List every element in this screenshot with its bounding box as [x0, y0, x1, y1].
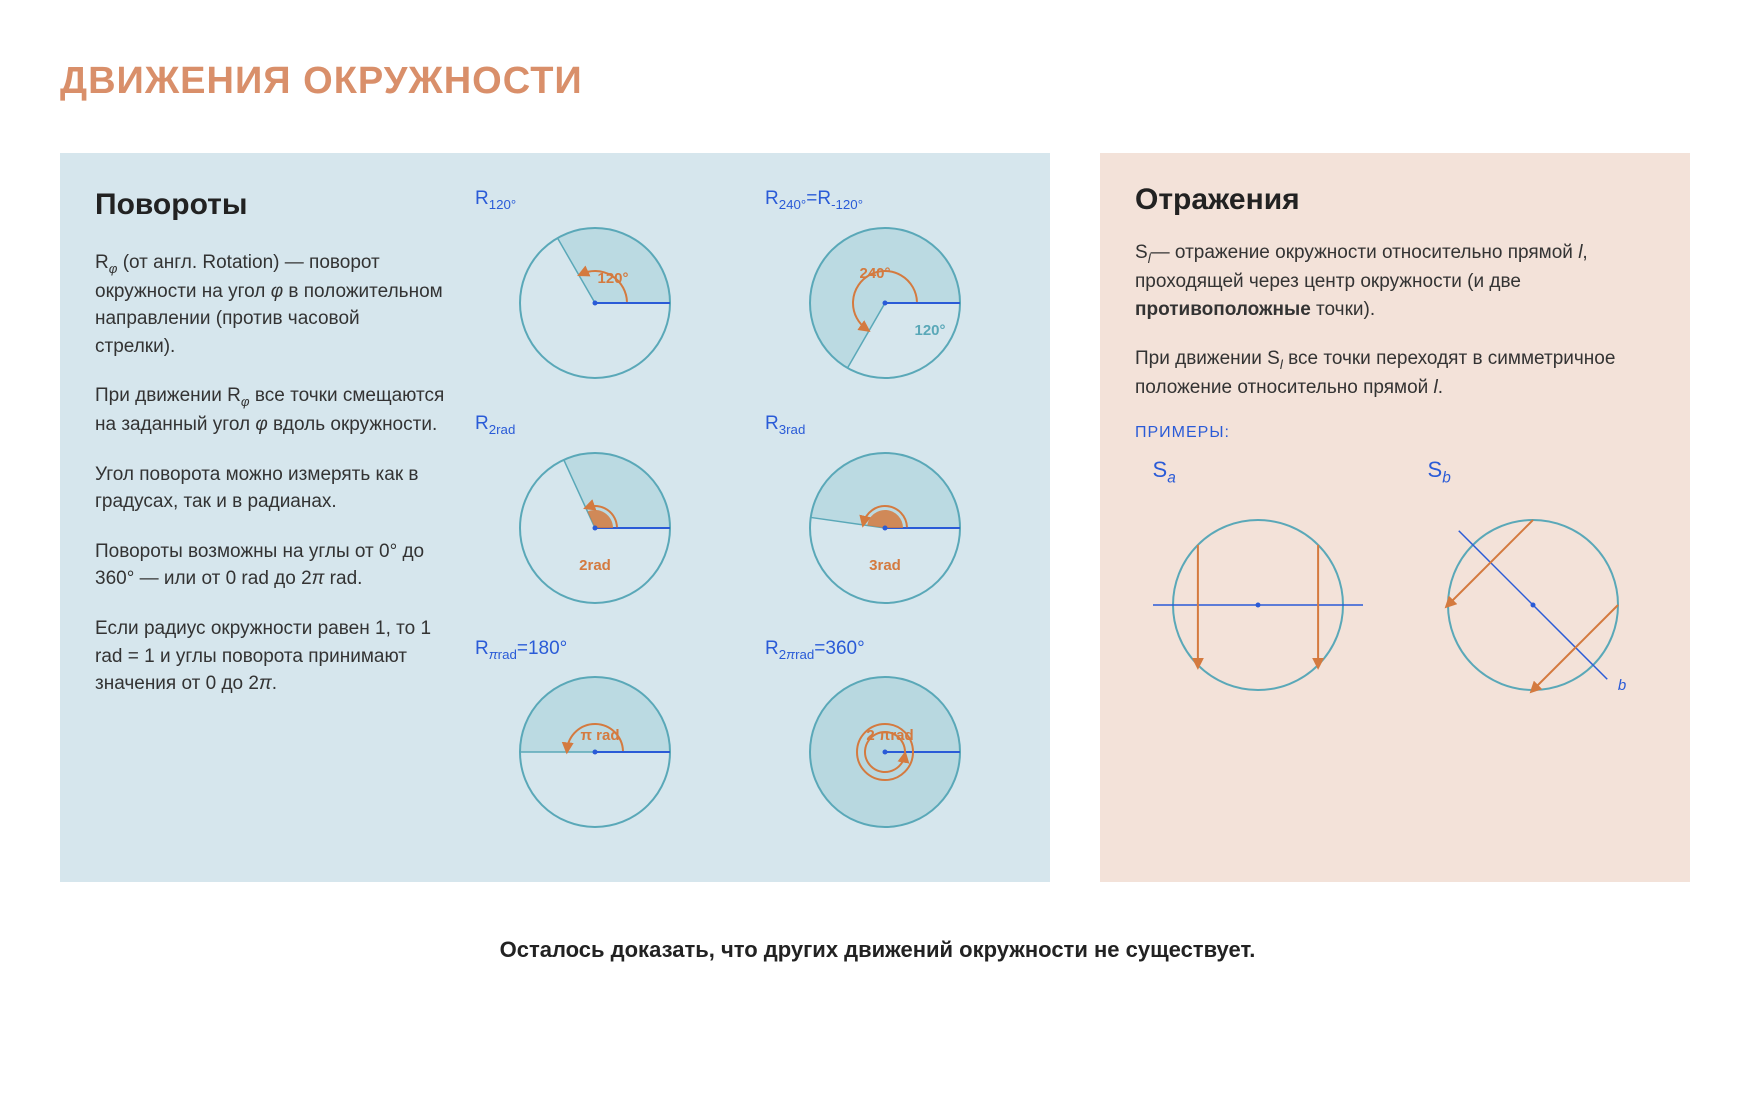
rotation-circle: R240°=R-120° 240° 120°	[755, 188, 1015, 393]
svg-text:120°: 120°	[914, 322, 945, 339]
reflection-svg: b	[1428, 495, 1638, 710]
circle-label: R2πrad=360°	[765, 638, 865, 662]
reflections-p1: Sl— отражение окружности относительно пр…	[1135, 239, 1655, 323]
rotations-p2: При движении Rφ все точки смещаются на з…	[95, 382, 445, 439]
examples-label: ПРИМЕРЫ:	[1135, 424, 1655, 442]
rotation-circle: R2πrad=360° 2 πrad	[755, 638, 1015, 843]
circle-diagram: 120°	[510, 218, 680, 393]
circle-diagram: π rad	[510, 667, 680, 842]
rotation-circle: R3rad 3rad	[755, 413, 1015, 618]
reflection-diagrams: Sa a Sb b	[1135, 457, 1655, 710]
rotation-circle: R120° 120°	[465, 188, 725, 393]
reflections-panel: Отражения Sl— отражение окружности относ…	[1100, 153, 1690, 882]
svg-text:2rad: 2rad	[579, 557, 611, 574]
circle-label: R2rad	[475, 413, 515, 437]
reflection-label: Sb	[1428, 457, 1638, 487]
reflections-p2: При движении Sl все точки переходят в си…	[1135, 345, 1655, 402]
circle-label: R120°	[475, 188, 516, 212]
rotations-p1: Rφ (от англ. Rotation) — поворот окружно…	[95, 249, 445, 361]
circle-diagram: 240° 120°	[800, 218, 970, 393]
rotations-p3: Угол поворота можно измерять как в граду…	[95, 461, 445, 516]
reflection-label: Sa	[1153, 457, 1363, 487]
svg-text:120°: 120°	[597, 270, 628, 287]
circle-diagram: 3rad	[800, 443, 970, 618]
circle-diagram: 2rad	[510, 443, 680, 618]
circle-diagram: 2 πrad	[800, 667, 970, 842]
reflection-diagram: Sb b	[1428, 457, 1638, 710]
svg-text:π rad: π rad	[581, 727, 620, 744]
svg-text:3rad: 3rad	[869, 557, 901, 574]
reflections-heading: Отражения	[1135, 183, 1655, 217]
rotation-circle: R2rad 2rad	[465, 413, 725, 618]
svg-text:b: b	[1617, 677, 1625, 694]
circle-label: R3rad	[765, 413, 805, 437]
svg-text:240°: 240°	[859, 265, 890, 282]
page-title: ДВИЖЕНИЯ ОКРУЖНОСТИ	[60, 60, 1695, 103]
rotations-p5: Если радиус окружности равен 1, то 1 rad…	[95, 615, 445, 698]
svg-text:2 πrad: 2 πrad	[866, 727, 913, 744]
rotations-heading: Повороты	[95, 183, 445, 227]
rotations-panel: Повороты Rφ (от англ. Rotation) — поворо…	[60, 153, 1050, 882]
circle-label: R240°=R-120°	[765, 188, 863, 212]
rotation-circles-grid: R120° 120° R240°=R-120° 240° 120° R2rad 2ra…	[465, 183, 1015, 842]
circle-label: Rπrad=180°	[475, 638, 567, 662]
reflection-diagram: Sa a	[1153, 457, 1363, 710]
rotations-p4: Повороты возможны на углы от 0° до 360° …	[95, 538, 445, 593]
footer-text: Осталось доказать, что других движений о…	[60, 937, 1695, 963]
reflection-svg: a	[1153, 495, 1363, 710]
rotation-circle: Rπrad=180° π rad	[465, 638, 725, 843]
